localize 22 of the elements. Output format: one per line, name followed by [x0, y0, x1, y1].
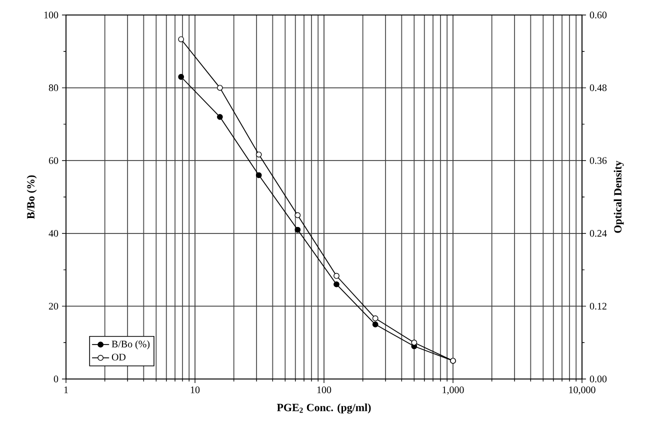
x-tick-label: 1: [64, 386, 68, 394]
y2-tick-label: 0.24: [590, 230, 607, 237]
y-tick-label: 80: [48, 84, 58, 92]
x-tick-label: 10,000: [569, 386, 596, 395]
y2-tick-label: 0.12: [590, 302, 606, 310]
y2-tick-label: 0.00: [590, 376, 607, 382]
y2-tick-label: 0.60: [590, 12, 607, 18]
y2-axis-title: Optical Density: [614, 160, 624, 233]
x-tick-label: 100: [317, 386, 332, 394]
y-tick-label: 0: [54, 376, 58, 382]
y-tick-label: 60: [48, 157, 58, 164]
legend-label: OD: [112, 354, 126, 360]
y-tick-label: 20: [48, 302, 58, 310]
legend-label: B/Bo (%): [112, 340, 150, 350]
x-tick-label: 10: [190, 386, 200, 394]
y2-tick-label: 0.36: [590, 157, 607, 164]
y-axis-title: B/Bo (%): [26, 175, 37, 219]
y-tick-label: 100: [44, 12, 58, 18]
y2-tick-label: 0.48: [590, 84, 607, 92]
y-tick-label: 40: [48, 230, 58, 237]
x-axis-title: PGE$_{2}$ Conc. (pg/ml): [276, 404, 371, 414]
x-tick-label: 1,000: [442, 386, 464, 395]
